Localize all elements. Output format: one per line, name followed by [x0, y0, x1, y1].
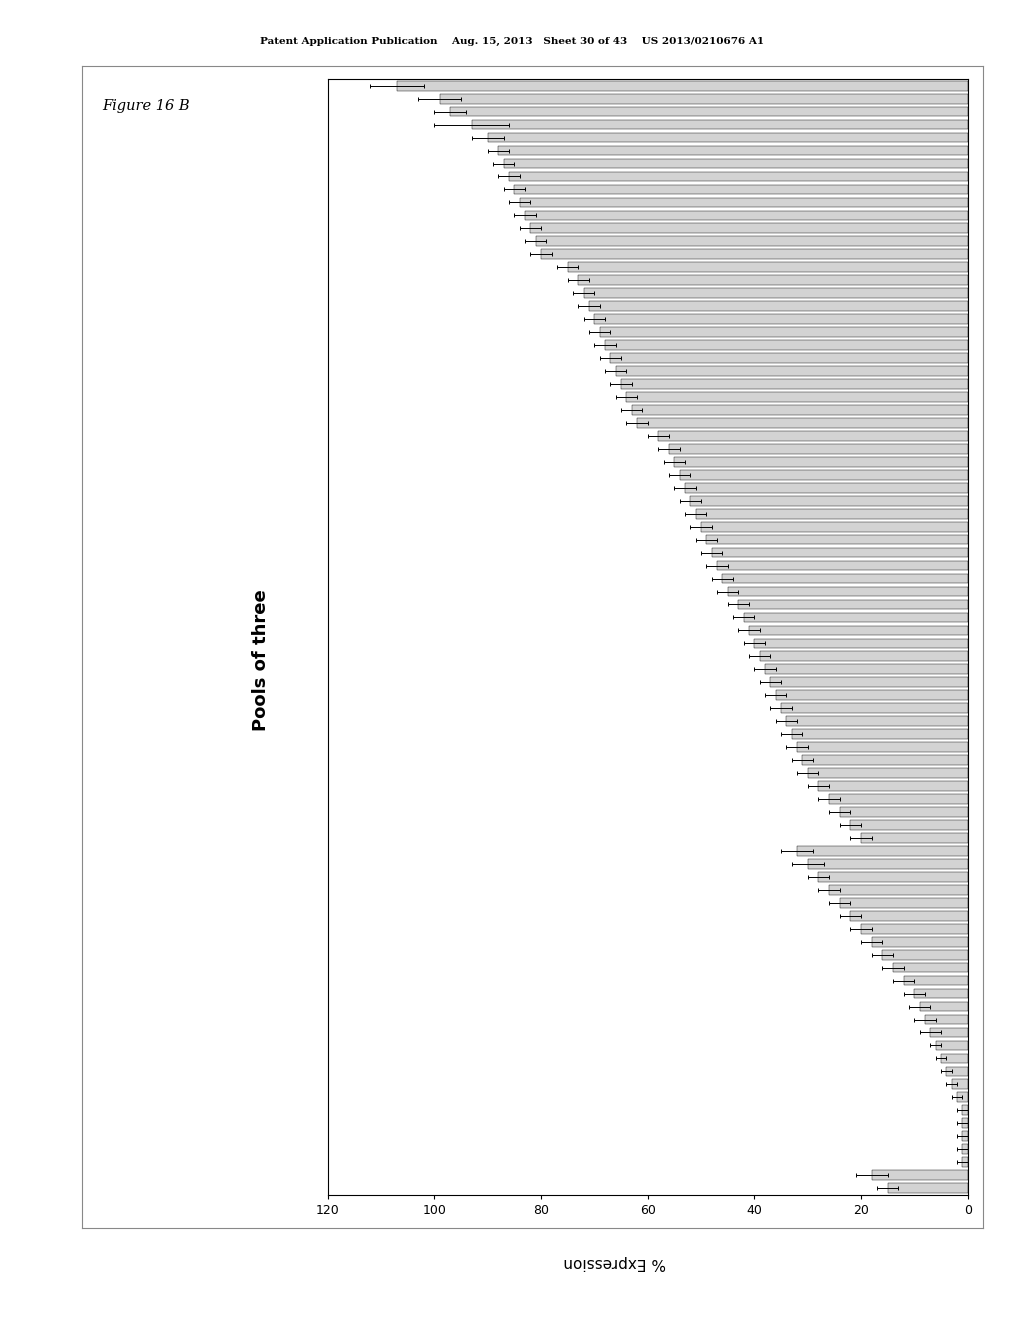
Bar	[963, 1131, 968, 1140]
Bar	[685, 483, 968, 492]
Bar	[840, 898, 968, 908]
Bar	[579, 276, 968, 285]
Bar	[776, 690, 968, 700]
Bar	[888, 1183, 968, 1193]
Bar	[883, 950, 968, 960]
Bar	[472, 120, 968, 129]
Bar	[728, 586, 968, 597]
Bar	[627, 392, 968, 401]
Bar	[615, 366, 968, 376]
Bar	[567, 263, 968, 272]
Bar	[658, 432, 968, 441]
Bar	[675, 457, 968, 467]
Bar	[520, 198, 968, 207]
Bar	[871, 937, 968, 946]
Bar	[941, 1053, 968, 1064]
Bar	[637, 418, 968, 428]
Bar	[632, 405, 968, 414]
Text: Figure 16 B: Figure 16 B	[102, 99, 190, 114]
Bar	[621, 379, 968, 389]
Bar	[514, 185, 968, 194]
Bar	[797, 742, 968, 752]
Bar	[541, 249, 968, 259]
Bar	[707, 535, 968, 544]
Bar	[808, 859, 968, 869]
Bar	[904, 975, 968, 986]
Bar	[963, 1118, 968, 1129]
Bar	[584, 288, 968, 298]
Bar	[765, 664, 968, 675]
Bar	[701, 521, 968, 532]
Bar	[589, 301, 968, 312]
Bar	[850, 911, 968, 920]
Bar	[803, 755, 968, 766]
Bar	[690, 496, 968, 506]
Bar	[829, 884, 968, 895]
Text: Patent Application Publication    Aug. 15, 2013   Sheet 30 of 43    US 2013/0210: Patent Application Publication Aug. 15, …	[260, 37, 764, 46]
Text: % Expression: % Expression	[563, 1255, 666, 1270]
Bar	[951, 1080, 968, 1089]
Bar	[861, 833, 968, 842]
Bar	[605, 341, 968, 350]
Bar	[808, 768, 968, 777]
Text: Pools of three: Pools of three	[252, 589, 270, 731]
Bar	[525, 210, 968, 220]
Bar	[749, 626, 968, 635]
Bar	[963, 1158, 968, 1167]
Bar	[861, 924, 968, 933]
Bar	[871, 1171, 968, 1180]
Bar	[760, 652, 968, 661]
Bar	[504, 158, 968, 169]
Bar	[755, 639, 968, 648]
Bar	[397, 81, 968, 91]
Bar	[499, 145, 968, 156]
Bar	[594, 314, 968, 323]
Bar	[925, 1015, 968, 1024]
Bar	[610, 354, 968, 363]
Bar	[530, 223, 968, 234]
Bar	[829, 795, 968, 804]
Bar	[439, 94, 968, 103]
Bar	[914, 989, 968, 998]
Bar	[717, 561, 968, 570]
Bar	[818, 781, 968, 791]
Bar	[797, 846, 968, 855]
Bar	[893, 962, 968, 973]
Bar	[781, 704, 968, 713]
Bar	[509, 172, 968, 181]
Bar	[963, 1144, 968, 1154]
Bar	[712, 548, 968, 557]
Bar	[669, 444, 968, 454]
Bar	[451, 107, 968, 116]
Bar	[770, 677, 968, 688]
Bar	[695, 508, 968, 519]
Bar	[600, 327, 968, 337]
Bar	[963, 1105, 968, 1115]
Bar	[680, 470, 968, 479]
Bar	[487, 133, 968, 143]
Bar	[743, 612, 968, 622]
Bar	[850, 820, 968, 830]
Bar	[818, 873, 968, 882]
Bar	[931, 1027, 968, 1038]
Bar	[946, 1067, 968, 1076]
Bar	[936, 1040, 968, 1051]
Bar	[920, 1002, 968, 1011]
Bar	[792, 730, 968, 739]
Bar	[722, 574, 968, 583]
Bar	[957, 1093, 968, 1102]
Bar	[536, 236, 968, 247]
Bar	[786, 717, 968, 726]
Bar	[738, 599, 968, 610]
Bar	[840, 807, 968, 817]
